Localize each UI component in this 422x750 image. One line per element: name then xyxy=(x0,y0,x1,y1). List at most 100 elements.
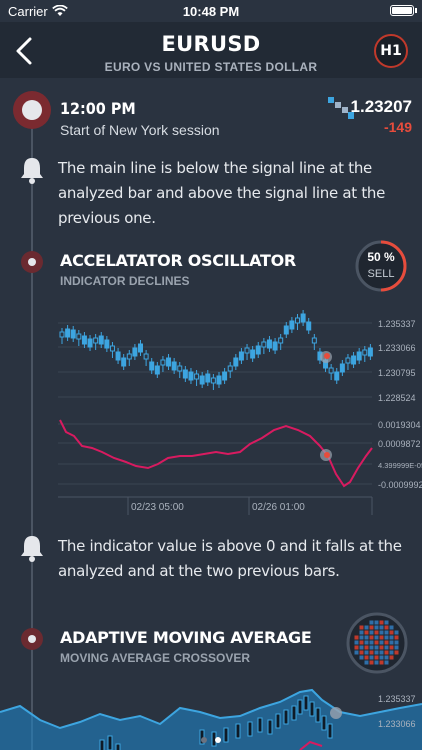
candle-body xyxy=(238,351,244,361)
candle-body xyxy=(233,357,239,367)
candle-body xyxy=(250,349,256,359)
c1-price-tick: 1.230795 xyxy=(378,368,416,378)
candle-body xyxy=(356,351,362,361)
candle-body xyxy=(160,359,166,366)
candle-body xyxy=(227,365,233,372)
matrix-cell xyxy=(384,650,389,655)
signal-text-2: The indicator value is above 0 and it fa… xyxy=(58,537,402,580)
matrix-cell xyxy=(364,640,369,645)
page-dot[interactable] xyxy=(201,737,207,743)
indicator-title-2: ADAPTIVE MOVING AVERAGE xyxy=(60,628,312,647)
matrix-cell xyxy=(389,640,394,645)
matrix-cell xyxy=(384,630,389,635)
matrix-cell xyxy=(369,645,374,650)
candle-body xyxy=(351,355,357,365)
candle-body xyxy=(99,739,105,750)
c2-price-tick: 1.233066 xyxy=(378,719,416,729)
candle-body xyxy=(291,705,297,721)
matrix-cell xyxy=(394,640,399,645)
candle-body xyxy=(216,375,222,385)
matrix-cell xyxy=(374,645,379,650)
matrix-cell xyxy=(369,650,374,655)
candle-body xyxy=(339,363,345,373)
matrix-cell xyxy=(364,650,369,655)
candle-body xyxy=(327,723,333,739)
price-direction-icon xyxy=(328,97,354,119)
candle-body xyxy=(334,371,340,381)
oscillator-line xyxy=(59,419,373,488)
matrix-cells xyxy=(354,620,399,665)
event-time: 12:00 PM xyxy=(60,99,136,118)
nav-header: EURUSD EURO VS UNITED STATES DOLLAR H1 xyxy=(0,22,422,78)
matrix-cell xyxy=(359,650,364,655)
bell-icon xyxy=(21,536,43,562)
back-chevron-icon[interactable] xyxy=(12,36,36,66)
candle-body xyxy=(283,325,289,335)
indicator-node-2 xyxy=(21,628,43,650)
matrix-cell xyxy=(354,650,359,655)
gauge-signal-label: SELL xyxy=(367,268,395,280)
candle-body xyxy=(115,351,121,361)
page-indicator[interactable] xyxy=(0,730,422,748)
strength-matrix-icon[interactable] xyxy=(346,612,408,674)
matrix-cell xyxy=(369,635,374,640)
candle-body xyxy=(297,699,303,715)
matrix-cell xyxy=(359,640,364,645)
c1-osc-tick: 0.0009872 xyxy=(378,439,421,449)
matrix-cell xyxy=(364,635,369,640)
carrier-label: Carrier xyxy=(8,4,48,19)
matrix-cell xyxy=(369,630,374,635)
matrix-cell xyxy=(374,635,379,640)
battery-tip xyxy=(415,8,417,13)
candle-body xyxy=(98,335,104,345)
matrix-cell xyxy=(389,650,394,655)
matrix-cell xyxy=(384,640,389,645)
candle-body xyxy=(300,313,306,323)
matrix-cell xyxy=(384,625,389,630)
matrix-cell xyxy=(374,655,379,660)
candle-body xyxy=(275,713,281,729)
current-price: 1.23207 xyxy=(350,97,412,116)
candle-body xyxy=(177,365,183,372)
chart2-signal-marker xyxy=(330,707,342,719)
candle-body xyxy=(121,357,127,367)
candle-body xyxy=(115,743,121,750)
matrix-cell xyxy=(389,635,394,640)
indicator-subtitle-2: MOVING AVERAGE CROSSOVER xyxy=(60,651,251,665)
matrix-cell xyxy=(394,630,399,635)
matrix-cell xyxy=(374,650,379,655)
matrix-cell xyxy=(359,645,364,650)
matrix-cell xyxy=(394,650,399,655)
candle-body xyxy=(328,367,334,374)
matrix-cell xyxy=(384,635,389,640)
candle-body xyxy=(267,719,273,735)
matrix-cell xyxy=(379,645,384,650)
matrix-cell xyxy=(354,640,359,645)
candle-body xyxy=(70,329,76,339)
chart2-osc-line xyxy=(299,740,323,750)
symbol-title: EURUSD xyxy=(161,32,261,56)
candle-body xyxy=(205,373,211,383)
candle-body xyxy=(149,361,155,371)
price-signal-dot xyxy=(324,353,330,359)
event-node xyxy=(13,91,51,129)
matrix-cell xyxy=(369,620,374,625)
osc-signal-dot xyxy=(324,452,330,458)
candle-body xyxy=(104,339,110,349)
matrix-cell xyxy=(374,625,379,630)
bell-icon xyxy=(21,158,43,184)
matrix-cell xyxy=(379,630,384,635)
page-dot-active[interactable] xyxy=(215,737,221,743)
matrix-cell xyxy=(389,625,394,630)
timeframe-button[interactable]: H1 xyxy=(374,34,408,68)
candle-body xyxy=(283,709,289,725)
matrix-cell xyxy=(379,655,384,660)
candle-body xyxy=(126,353,132,360)
candle-body xyxy=(76,333,82,340)
matrix-cell xyxy=(354,635,359,640)
candle-body xyxy=(321,715,327,731)
signal-strength-gauge[interactable] xyxy=(354,239,408,293)
chart1-candles xyxy=(59,310,373,390)
